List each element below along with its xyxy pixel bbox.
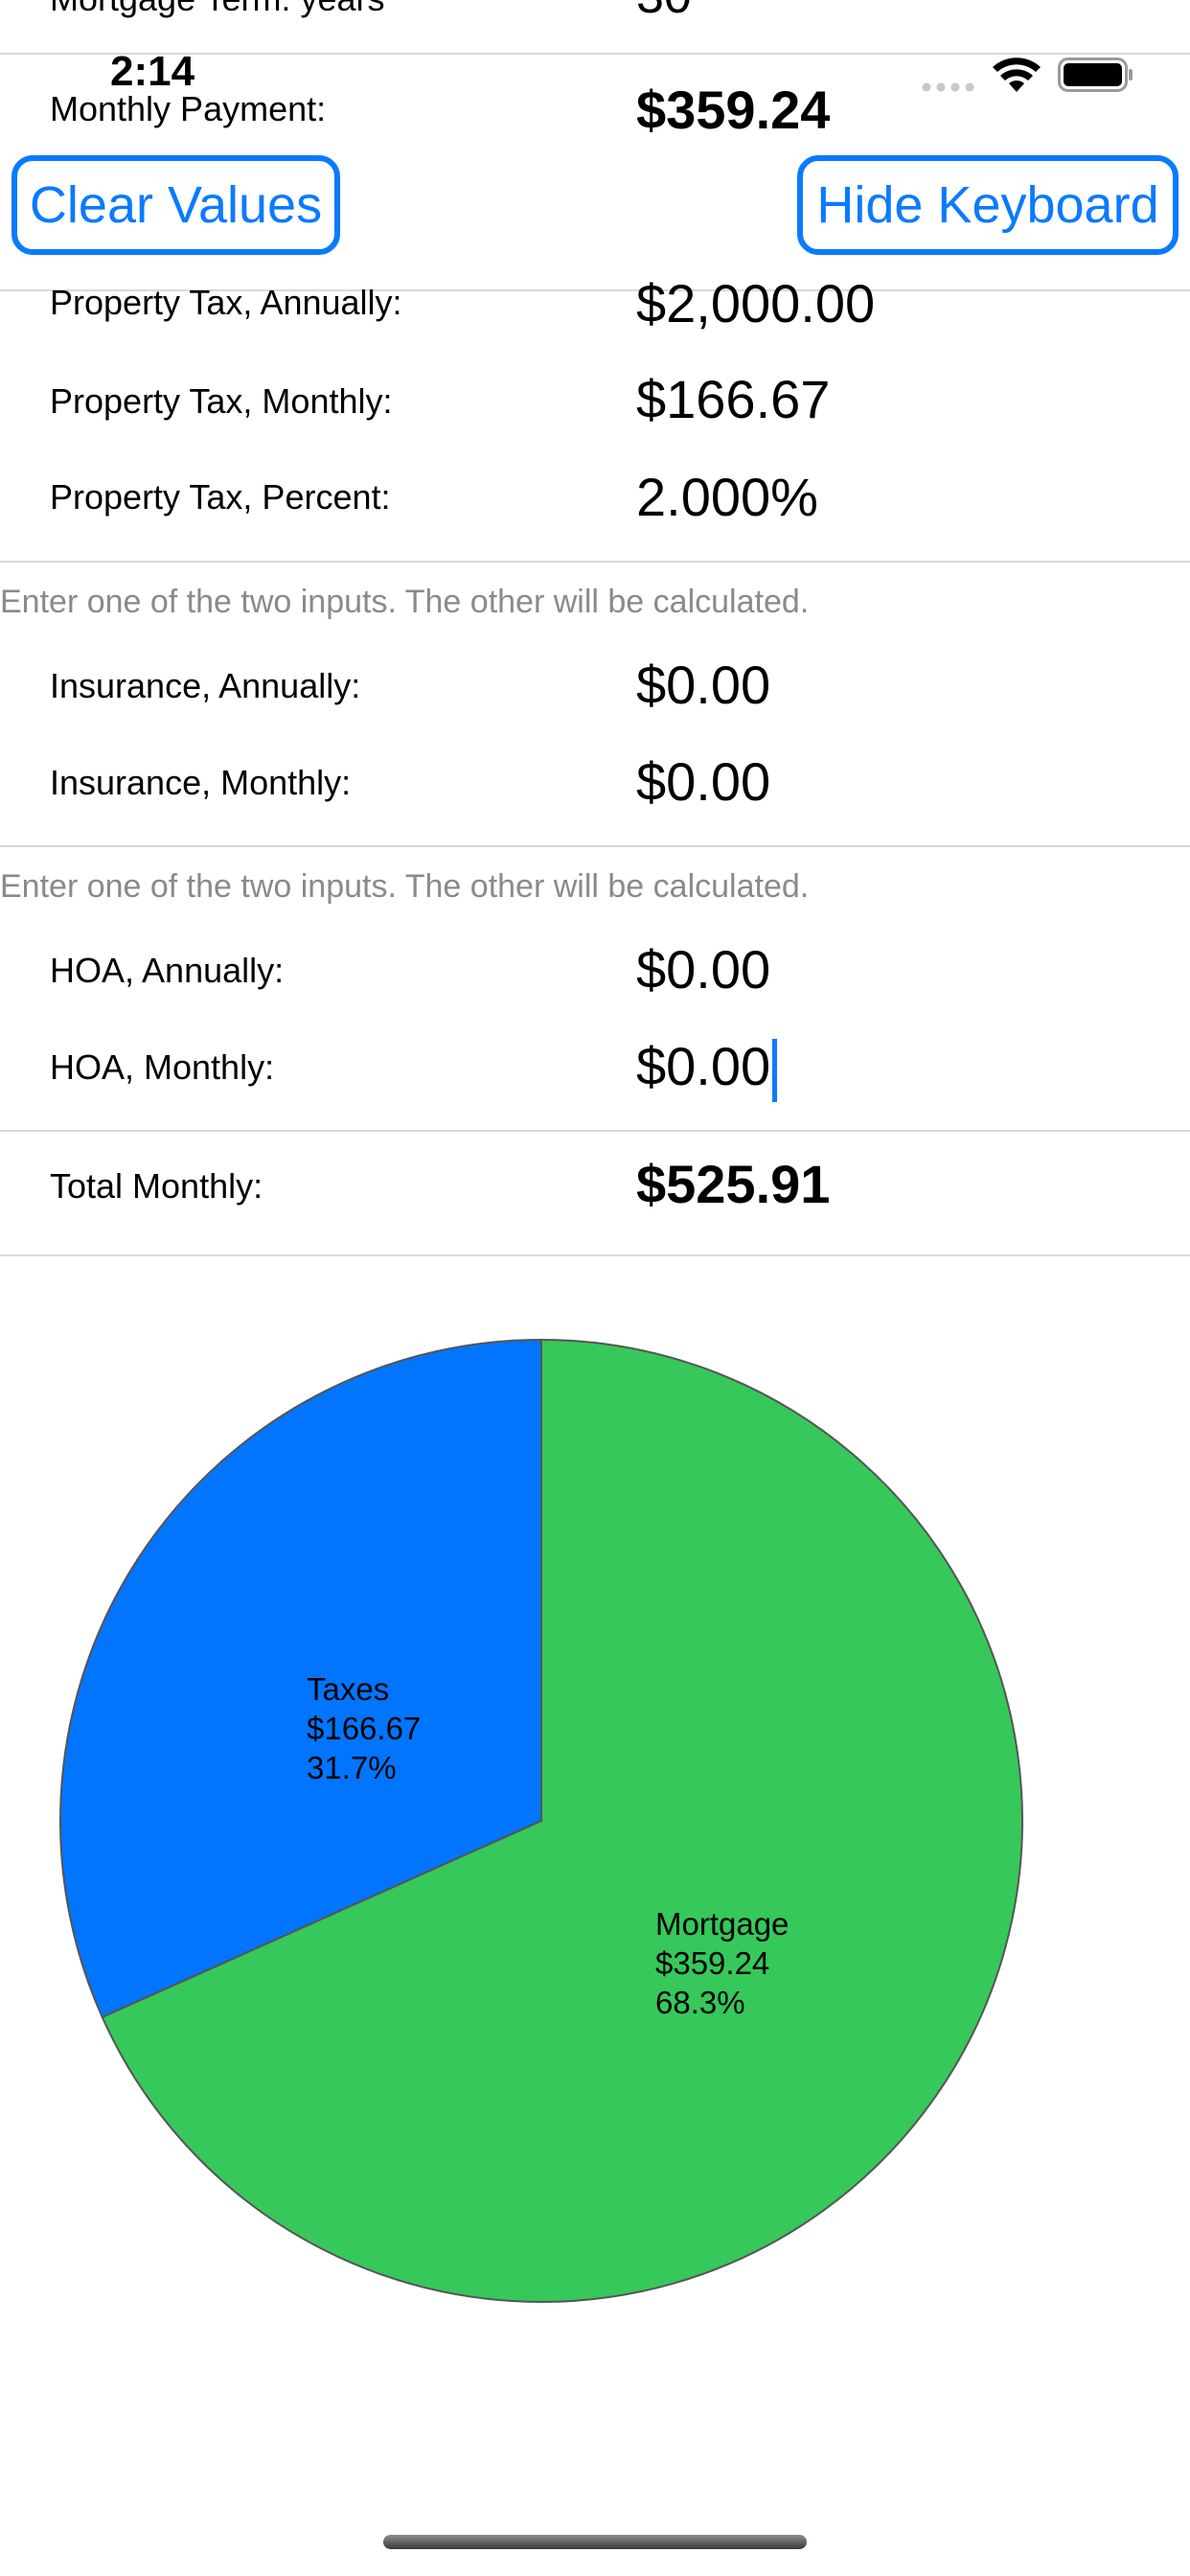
- clear-values-button[interactable]: Clear Values: [11, 155, 340, 255]
- insurance-annual-label: Insurance, Annually:: [50, 666, 361, 705]
- insurance-divider: [0, 845, 1190, 847]
- cellular-signal-icon: [922, 80, 977, 99]
- property-tax-percent-input[interactable]: 2.000%: [636, 467, 818, 527]
- hoa-annual-label: HOA, Annually:: [50, 951, 285, 990]
- hoa-hint: Enter one of the two inputs. The other w…: [0, 868, 810, 905]
- taxes-slice-name: Taxes: [307, 1671, 390, 1707]
- total-monthly-value: $525.91: [636, 1154, 831, 1214]
- mortgage-slice-value: $359.24: [655, 1945, 770, 1981]
- property-tax-annual-label: Property Tax, Annually:: [50, 283, 402, 322]
- total-monthly-label: Total Monthly:: [50, 1166, 263, 1206]
- property-tax-monthly-label: Property Tax, Monthly:: [50, 381, 393, 421]
- mortgage-slice-label: Mortgage $359.24 68.3%: [655, 1904, 789, 2022]
- insurance-monthly-input[interactable]: $0.00: [636, 751, 771, 812]
- taxes-slice-label: Taxes $166.67 31.7%: [307, 1669, 421, 1787]
- total-divider: [0, 1254, 1190, 1256]
- property-tax-percent-label: Property Tax, Percent:: [50, 477, 391, 517]
- battery-icon: [1058, 58, 1134, 97]
- property-tax-annual-input[interactable]: $2,000.00: [636, 273, 876, 334]
- header-divider: [0, 289, 1190, 291]
- hide-keyboard-button[interactable]: Hide Keyboard: [797, 155, 1179, 255]
- wifi-icon: [992, 56, 1041, 99]
- hoa-monthly-value: $0.00: [636, 1036, 771, 1096]
- mortgage-slice-name: Mortgage: [655, 1906, 790, 1942]
- monthly-payment-value: $359.24: [636, 80, 831, 140]
- hoa-monthly-label: HOA, Monthly:: [50, 1047, 275, 1087]
- payment-pie-chart: [59, 1338, 1023, 2303]
- hoa-annual-input[interactable]: $0.00: [636, 939, 771, 1000]
- property-tax-monthly-input[interactable]: $166.67: [636, 369, 831, 429]
- mortgage-slice: [101, 1338, 1023, 2303]
- taxes-slice: [59, 1338, 542, 2019]
- monthly-payment-label: Monthly Payment:: [50, 89, 327, 128]
- taxes-slice-percent: 31.7%: [307, 1750, 397, 1785]
- hoa-divider: [0, 1130, 1190, 1132]
- hoa-monthly-input[interactable]: $0.00: [636, 1035, 778, 1103]
- mortgage-slice-percent: 68.3%: [655, 1985, 745, 2020]
- insurance-monthly-label: Insurance, Monthly:: [50, 763, 352, 802]
- home-indicator[interactable]: [383, 2535, 807, 2549]
- insurance-annual-input[interactable]: $0.00: [636, 655, 771, 715]
- mortgage-term-label: Mortgage Term: years: [50, 0, 384, 19]
- mortgage-term-value[interactable]: 30: [636, 0, 692, 25]
- insurance-hint: Enter one of the two inputs. The other w…: [0, 584, 810, 620]
- divider: [0, 53, 1190, 55]
- status-time: 2:14: [110, 48, 195, 95]
- taxes-slice-value: $166.67: [307, 1711, 422, 1746]
- text-cursor: [772, 1039, 778, 1103]
- property-tax-divider: [0, 561, 1190, 563]
